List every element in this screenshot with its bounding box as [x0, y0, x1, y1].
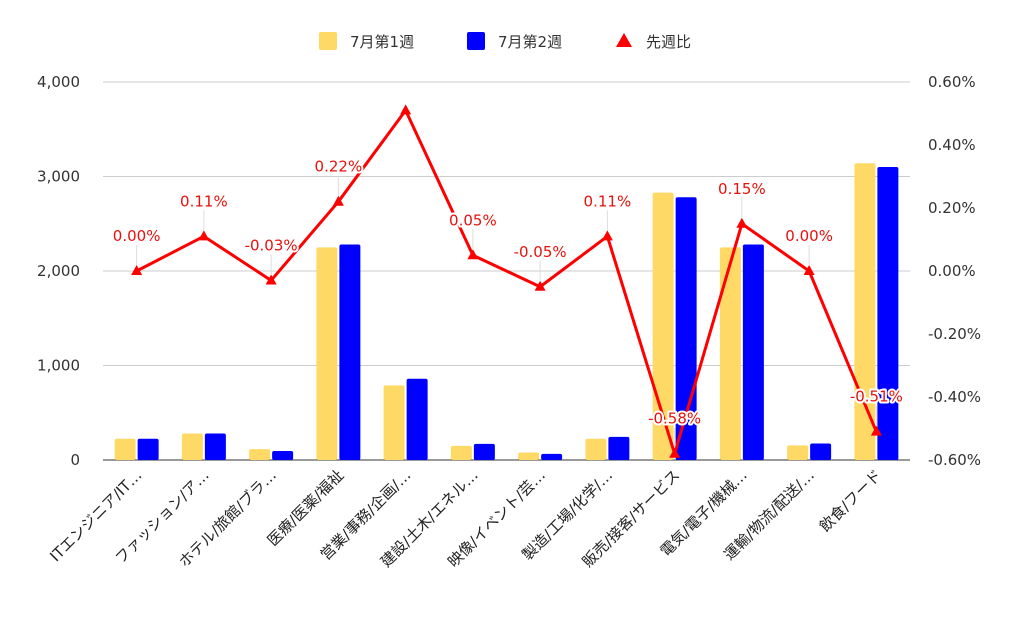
bar-2: [810, 443, 832, 460]
bar-2: [204, 433, 226, 460]
right-tick-label: -0.40%: [928, 388, 981, 406]
ratio-marker: [198, 230, 210, 241]
bar-2: [339, 244, 361, 460]
ratio-marker: [803, 265, 815, 275]
right-tick-label: 0.40%: [928, 136, 976, 154]
bar-1: [652, 192, 674, 460]
legend-label-ratio: 先週比: [646, 33, 691, 51]
bar-1: [585, 438, 607, 460]
ratio-marker: [601, 230, 613, 241]
bar-1: [383, 385, 405, 460]
ratio-marker: [332, 195, 344, 206]
category-label: 飲食/フード: [816, 466, 885, 535]
legend-marker-ratio: [616, 33, 632, 47]
ratio-data-label: 0.00%: [785, 227, 833, 245]
bar-1: [114, 438, 136, 460]
legend-label-1: 7月第1週: [350, 33, 414, 51]
ratio-marker: [534, 280, 546, 291]
bar-2: [541, 453, 563, 460]
ratio-data-label: 0.15%: [718, 180, 766, 198]
legend: 7月第1週 7月第2週 先週比: [319, 32, 691, 51]
left-tick-label: 0: [70, 451, 80, 469]
left-tick-label: 1,000: [37, 357, 80, 375]
ratio-marker: [400, 104, 412, 115]
legend-label-2: 7月第2週: [498, 33, 562, 51]
left-tick-label: 4,000: [37, 73, 80, 91]
bar-1: [518, 452, 540, 460]
bar-2: [608, 436, 630, 460]
bar-1: [181, 433, 203, 460]
ratio-data-label: 0.11%: [180, 192, 228, 210]
ratio-marker: [131, 265, 143, 275]
left-tick-label: 3,000: [37, 168, 80, 186]
bar-2: [272, 451, 294, 460]
ratio-data-label: -0.03%: [245, 236, 298, 254]
right-tick-label: -0.20%: [928, 325, 981, 343]
ratio-marker: [467, 249, 479, 260]
bar-2: [877, 167, 899, 461]
right-tick-label: -0.60%: [928, 451, 981, 469]
ratio-line: [131, 104, 882, 458]
left-tick-label: 2,000: [37, 262, 80, 280]
ratio-marker: [870, 425, 882, 436]
bar-2: [137, 438, 159, 460]
bar-1: [249, 449, 271, 460]
bar-1: [719, 247, 741, 460]
data-labels: 0.00% 0.11% -0.03% 0.22% 0.05% -0.05% 0.11% -0.…: [111, 156, 905, 448]
bar-1: [450, 445, 472, 460]
right-tick-label: 0.20%: [928, 199, 976, 217]
axes: 0 1,000 2,000 3,000 4,000 -0.60% -0.40% -0.20% 0…: [37, 73, 981, 571]
ratio-data-label: 0.05%: [449, 211, 497, 229]
legend-swatch-2: [467, 32, 485, 50]
ratio-data-label: 0.00%: [113, 227, 161, 245]
legend-swatch-1: [319, 32, 337, 50]
ratio-data-label: -0.58%: [648, 410, 701, 428]
bar-1: [854, 163, 876, 460]
ratio-data-label: 0.11%: [584, 192, 632, 210]
ratio-marker: [736, 217, 748, 228]
right-tick-label: 0.60%: [928, 73, 976, 91]
ratio-data-label: -0.51%: [850, 388, 903, 406]
ratio-marker: [669, 447, 681, 458]
right-tick-label: 0.00%: [928, 262, 976, 280]
ratio-data-label: 0.22%: [315, 158, 363, 176]
ratio-marker: [265, 274, 277, 285]
bar-1: [316, 247, 338, 460]
bar-1: [787, 445, 809, 460]
ratio-line-path: [135, 108, 878, 456]
bars: [114, 163, 899, 461]
bar-2: [473, 443, 495, 460]
bar-2: [742, 244, 764, 460]
bar-2: [406, 378, 428, 460]
ratio-data-label: -0.05%: [514, 243, 567, 261]
